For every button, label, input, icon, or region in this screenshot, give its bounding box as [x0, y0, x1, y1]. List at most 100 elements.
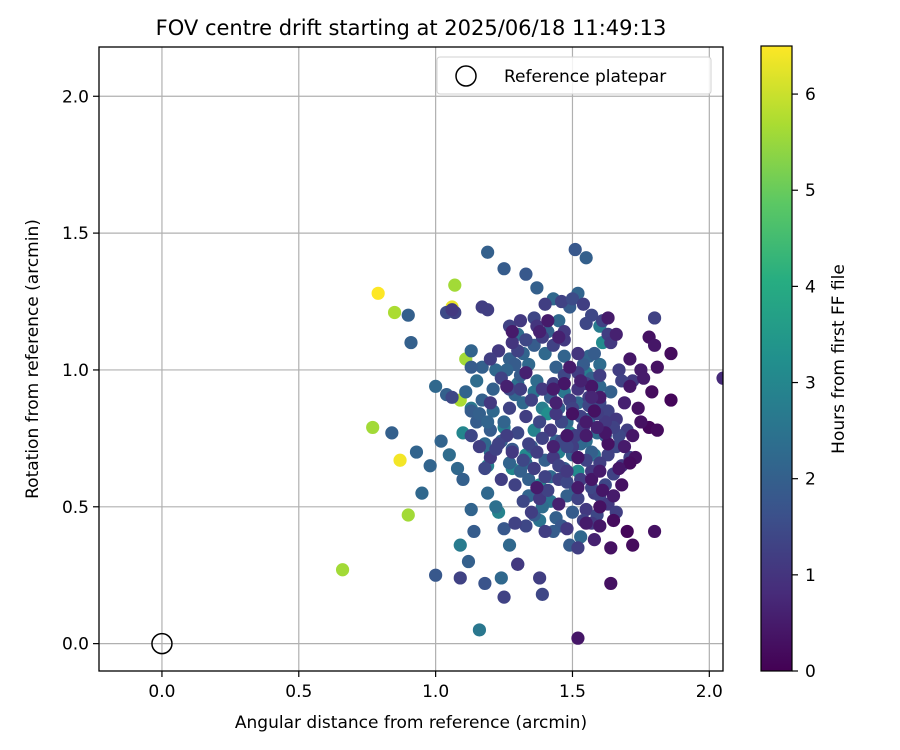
data-point	[650, 360, 664, 374]
chart-title: FOV centre drift starting at 2025/06/18 …	[156, 16, 667, 40]
colorbar-tick-label: 0	[805, 662, 816, 682]
data-point	[478, 576, 492, 591]
data-point	[530, 481, 544, 495]
data-point	[571, 346, 585, 361]
data-point	[481, 303, 495, 317]
data-point	[601, 311, 615, 325]
y-tick-label: 0.5	[62, 498, 89, 518]
colorbar-label: Hours from first FF file	[829, 264, 849, 454]
data-point	[467, 524, 481, 539]
data-point	[593, 500, 607, 514]
data-point	[522, 437, 536, 451]
data-point	[560, 475, 574, 489]
data-point	[519, 267, 533, 281]
data-point	[494, 472, 508, 487]
data-point	[486, 382, 500, 396]
colorbar-frame	[760, 45, 793, 672]
colorbar-tick-label: 3	[805, 374, 816, 394]
data-point	[500, 429, 514, 443]
data-point	[533, 325, 547, 339]
data-point	[585, 390, 599, 404]
data-point	[516, 494, 530, 508]
data-point	[626, 538, 640, 552]
data-point	[574, 530, 588, 544]
data-point	[587, 346, 601, 361]
data-point	[502, 401, 517, 415]
data-point	[464, 360, 478, 374]
plot-frame	[98, 46, 724, 672]
data-point	[560, 429, 574, 443]
data-point	[464, 344, 478, 358]
data-point	[579, 316, 593, 331]
data-point	[502, 538, 517, 552]
data-point	[461, 554, 476, 569]
data-point	[538, 470, 552, 484]
data-point	[601, 437, 615, 451]
data-point	[664, 346, 678, 361]
data-point	[472, 439, 487, 454]
data-point	[519, 519, 533, 533]
x-tick-label: 0.5	[285, 682, 312, 702]
data-point	[448, 278, 462, 292]
data-point	[549, 360, 563, 374]
data-point	[497, 522, 511, 536]
data-point	[552, 497, 566, 511]
colorbar-tick-label: 5	[805, 181, 816, 201]
data-point	[505, 325, 519, 339]
x-axis-label: Angular distance from reference (arcmin)	[235, 713, 587, 733]
data-point	[450, 461, 465, 476]
x-tick-label: 1.5	[559, 682, 586, 702]
data-point	[483, 352, 497, 366]
data-point	[549, 396, 563, 410]
data-point	[604, 576, 618, 591]
data-point	[571, 541, 585, 555]
data-point	[626, 429, 640, 443]
data-point	[442, 448, 456, 462]
grid-lines	[99, 47, 723, 671]
data-point	[617, 396, 632, 410]
colorbar-tick-label: 1	[805, 566, 816, 586]
data-points	[335, 242, 723, 645]
data-point	[513, 382, 528, 396]
y-tick-label: 2.0	[62, 87, 89, 107]
data-point	[371, 286, 385, 300]
data-point	[508, 516, 522, 530]
data-point	[366, 420, 380, 435]
data-point	[552, 314, 566, 328]
data-point	[587, 533, 601, 547]
data-point	[489, 500, 503, 514]
data-point	[579, 502, 593, 517]
data-point	[401, 308, 415, 322]
data-point	[541, 314, 555, 328]
data-point	[522, 472, 536, 487]
data-point	[552, 330, 566, 344]
data-point	[623, 456, 637, 470]
data-point	[579, 429, 593, 443]
data-point	[489, 442, 503, 456]
data-point	[664, 393, 678, 407]
data-point	[571, 491, 585, 506]
data-point	[434, 434, 448, 448]
data-point	[571, 481, 585, 495]
colorbar-ticks: 0 1 2 3 4 5 6	[792, 85, 816, 682]
data-point	[593, 519, 607, 533]
data-point	[549, 407, 563, 421]
data-point	[524, 393, 539, 407]
data-point	[623, 352, 637, 366]
data-point	[634, 415, 648, 429]
data-point	[409, 445, 424, 459]
data-point	[519, 409, 533, 424]
data-point	[527, 461, 541, 476]
reference-platepar-marker	[151, 632, 173, 655]
data-point	[516, 453, 530, 467]
data-point	[470, 374, 484, 388]
legend: Reference platepar	[436, 56, 712, 95]
data-point	[565, 407, 580, 421]
data-point	[508, 478, 522, 492]
y-axis-label: Rotation from reference (arcmin)	[23, 219, 43, 499]
data-point	[557, 349, 571, 363]
data-point	[513, 464, 528, 478]
data-point	[453, 538, 467, 552]
data-point	[475, 360, 489, 374]
y-tick-label: 1.0	[62, 361, 89, 381]
